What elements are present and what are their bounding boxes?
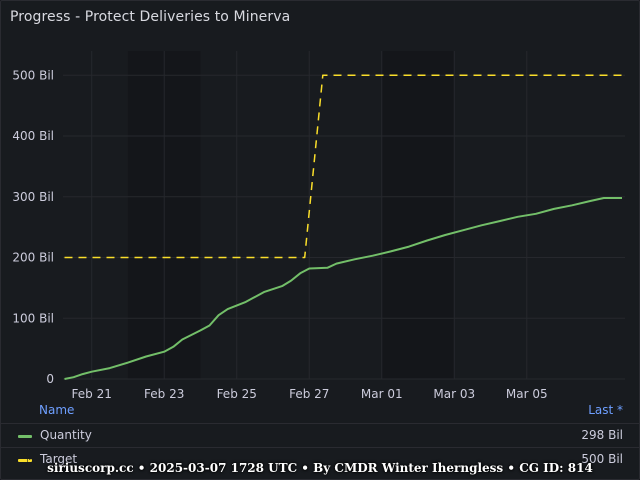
legend-series-name: Quantity <box>40 428 92 442</box>
y-axis: 0 100 Bil 200 Bil 300 Bil 400 Bil 500 Bil <box>12 68 54 386</box>
legend-last-header[interactable]: Last * <box>588 403 623 417</box>
x-tick-label: Feb 27 <box>289 387 329 401</box>
footer-watermark: siriuscorp.cc • 2025-03-07 1728 UTC • By… <box>47 461 593 475</box>
x-tick-label: Feb 23 <box>144 387 184 401</box>
quantity-swatch <box>18 435 32 438</box>
y-tick-label: 400 Bil <box>12 129 54 143</box>
x-axis: Feb 21 Feb 23 Feb 25 Feb 27 Mar 01 Mar 03 Mar … <box>72 387 548 401</box>
legend-series-last: 500 Bil <box>581 452 623 466</box>
x-tick-label: Feb 25 <box>217 387 257 401</box>
legend-name-header[interactable]: Name <box>39 403 75 417</box>
y-tick-label: 0 <box>46 372 54 386</box>
y-tick-label: 100 Bil <box>12 311 54 325</box>
panel-title[interactable]: Progress - Protect Deliveries to Minerva <box>10 9 291 25</box>
x-tick-label: Mar 05 <box>506 387 548 401</box>
legend-series-name: Target <box>40 452 78 466</box>
grid-lines <box>63 51 625 380</box>
legend-row-target[interactable]: Target 500 Bil <box>1 447 639 471</box>
weekend-bands <box>127 51 455 379</box>
y-tick-label: 500 Bil <box>12 68 54 82</box>
legend-header: Name Last * <box>1 402 639 422</box>
x-tick-label: Feb 21 <box>72 387 112 401</box>
legend-series-last: 298 Bil <box>581 428 623 442</box>
legend-row-quantity[interactable]: Quantity 298 Bil <box>1 423 639 447</box>
target-swatch <box>18 459 32 462</box>
y-tick-label: 200 Bil <box>12 251 54 265</box>
series-line-quantity <box>64 197 622 380</box>
x-tick-label: Mar 03 <box>433 387 475 401</box>
line-chart: 0 100 Bil 200 Bil 300 Bil 400 Bil 500 Bil Feb… <box>12 51 625 401</box>
weekend-band <box>381 51 455 379</box>
x-tick-label: Mar 01 <box>361 387 403 401</box>
series-lines <box>64 74 622 380</box>
y-tick-label: 300 Bil <box>12 190 54 204</box>
